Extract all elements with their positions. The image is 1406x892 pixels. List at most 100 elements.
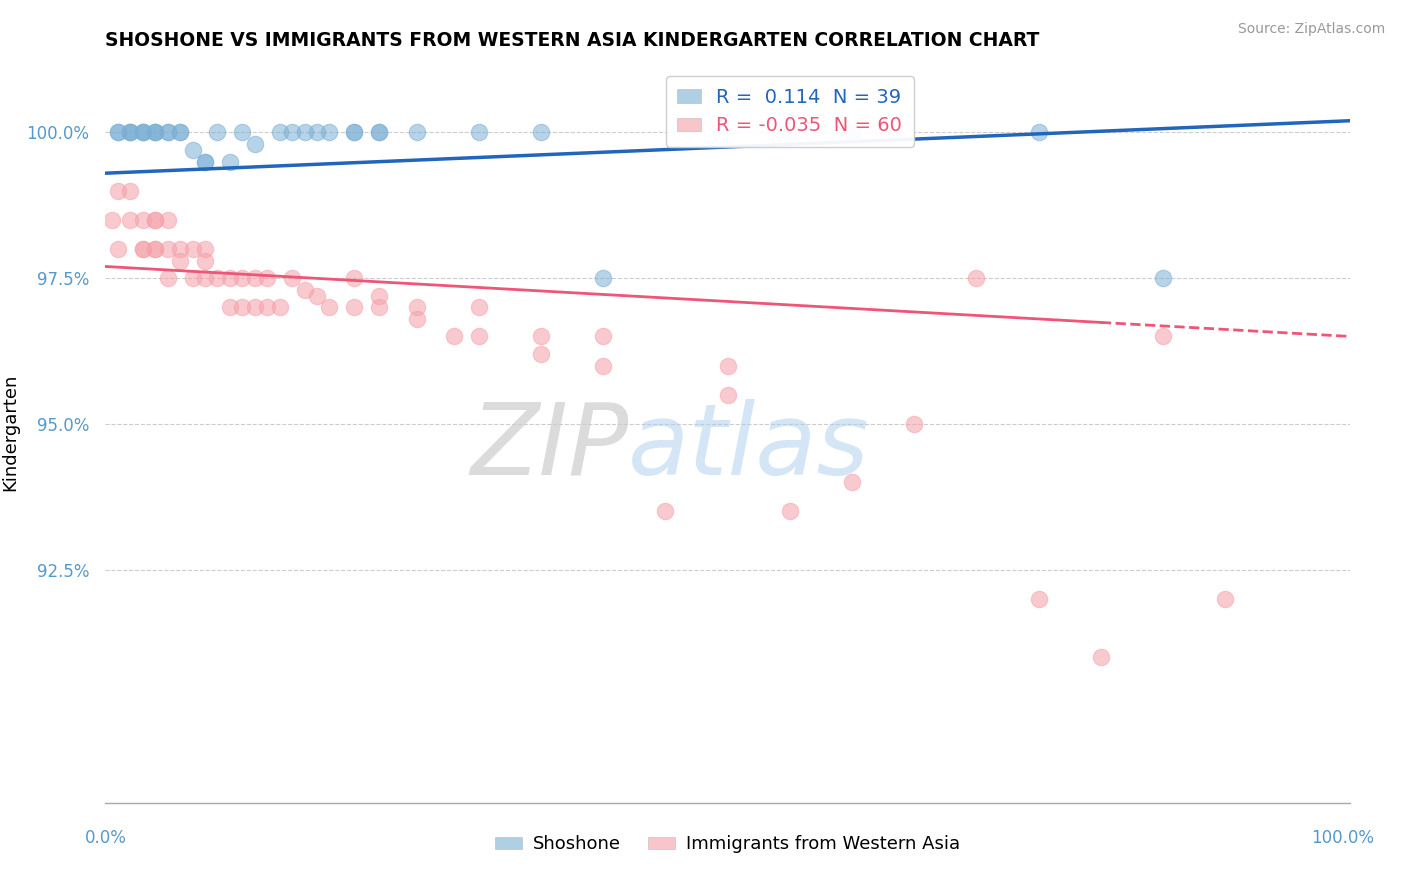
Y-axis label: Kindergarten: Kindergarten [1, 374, 20, 491]
Point [405, 312, 427, 326]
Point [107, 242, 129, 256]
Point [107, 125, 129, 139]
Point [903, 417, 925, 431]
Point [169, 242, 191, 256]
Point [143, 125, 166, 139]
Text: atlas: atlas [628, 399, 870, 496]
Point [1152, 329, 1174, 343]
Point [405, 125, 427, 139]
Point [207, 125, 229, 139]
Point [120, 212, 142, 227]
Point [194, 271, 217, 285]
Point [143, 212, 166, 227]
Point [1215, 591, 1237, 606]
Point [343, 300, 366, 314]
Point [132, 212, 155, 227]
Point [841, 125, 863, 139]
Point [156, 271, 179, 285]
Point [194, 154, 217, 169]
Point [194, 242, 217, 256]
Point [143, 242, 166, 256]
Point [592, 329, 614, 343]
Point [169, 125, 191, 139]
Point [143, 212, 166, 227]
Point [368, 288, 391, 302]
Point [120, 125, 142, 139]
Point [219, 154, 242, 169]
Point [256, 271, 278, 285]
Point [120, 184, 142, 198]
Point [368, 125, 391, 139]
Point [256, 300, 278, 314]
Point [243, 300, 266, 314]
Point [530, 347, 553, 361]
Point [281, 125, 304, 139]
Point [1028, 125, 1050, 139]
Point [231, 125, 253, 139]
Point [592, 271, 614, 285]
Point [294, 283, 316, 297]
Text: SHOSHONE VS IMMIGRANTS FROM WESTERN ASIA KINDERGARTEN CORRELATION CHART: SHOSHONE VS IMMIGRANTS FROM WESTERN ASIA… [105, 30, 1040, 50]
Point [294, 125, 316, 139]
Point [169, 253, 191, 268]
Point [717, 359, 740, 373]
Point [143, 125, 166, 139]
Point [194, 154, 217, 169]
Point [841, 475, 863, 490]
Point [305, 288, 328, 302]
Point [405, 300, 427, 314]
Point [132, 242, 155, 256]
Point [143, 125, 166, 139]
Point [269, 125, 291, 139]
Point [132, 242, 155, 256]
Point [132, 125, 155, 139]
Point [156, 125, 179, 139]
Point [467, 329, 491, 343]
Point [120, 125, 142, 139]
Point [156, 125, 179, 139]
Point [207, 271, 229, 285]
Point [269, 300, 291, 314]
Point [1090, 650, 1112, 665]
Point [181, 242, 204, 256]
Point [231, 271, 253, 285]
Point [219, 271, 242, 285]
Point [143, 242, 166, 256]
Point [181, 271, 204, 285]
Text: ZIP: ZIP [470, 399, 628, 496]
Point [156, 242, 179, 256]
Text: 0.0%: 0.0% [84, 829, 127, 847]
Point [343, 125, 366, 139]
Point [305, 125, 328, 139]
Point [654, 504, 676, 518]
Legend: Shoshone, Immigrants from Western Asia: Shoshone, Immigrants from Western Asia [488, 828, 967, 861]
Text: Source: ZipAtlas.com: Source: ZipAtlas.com [1237, 22, 1385, 37]
Point [231, 300, 253, 314]
Point [219, 300, 242, 314]
Point [530, 125, 553, 139]
Point [194, 253, 217, 268]
Point [132, 125, 155, 139]
Point [318, 300, 340, 314]
Point [281, 271, 304, 285]
Point [467, 300, 491, 314]
Point [181, 143, 204, 157]
Point [107, 184, 129, 198]
Point [368, 300, 391, 314]
Point [530, 329, 553, 343]
Point [318, 125, 340, 139]
Point [107, 125, 129, 139]
Text: 100.0%: 100.0% [1312, 829, 1374, 847]
Point [169, 125, 191, 139]
Point [1152, 271, 1174, 285]
Point [779, 125, 801, 139]
Point [965, 271, 987, 285]
Point [156, 212, 179, 227]
Point [592, 359, 614, 373]
Point [100, 212, 122, 227]
Point [467, 125, 491, 139]
Point [343, 271, 366, 285]
Point [243, 136, 266, 151]
Point [120, 125, 142, 139]
Point [132, 125, 155, 139]
